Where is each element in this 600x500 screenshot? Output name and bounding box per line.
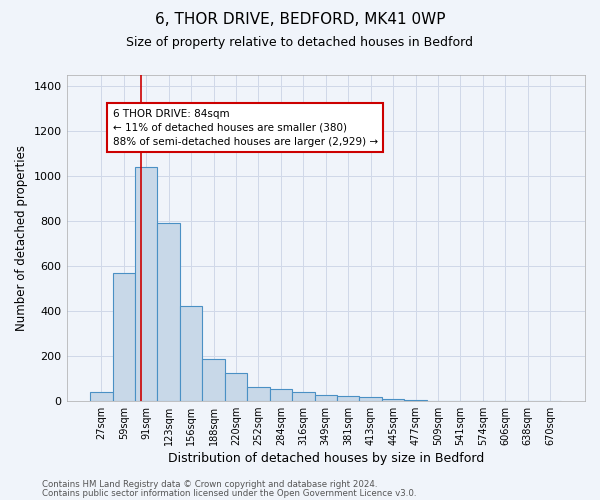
Text: Contains HM Land Registry data © Crown copyright and database right 2024.: Contains HM Land Registry data © Crown c… (42, 480, 377, 489)
Bar (382, 399, 404, 400)
Text: 6, THOR DRIVE, BEDFORD, MK41 0WP: 6, THOR DRIVE, BEDFORD, MK41 0WP (155, 12, 445, 28)
Bar (135, 167, 157, 400)
Bar (90, 392, 113, 400)
X-axis label: Distribution of detached houses by size in Bedford: Distribution of detached houses by size … (167, 452, 484, 465)
Bar (269, 390, 292, 400)
Text: 6 THOR DRIVE: 84sqm
← 11% of detached houses are smaller (380)
88% of semi-detac: 6 THOR DRIVE: 84sqm ← 11% of detached ho… (113, 108, 377, 146)
Y-axis label: Number of detached properties: Number of detached properties (15, 145, 28, 331)
Bar (314, 395, 337, 400)
Bar (359, 396, 382, 400)
Bar (225, 372, 247, 400)
Bar (113, 272, 135, 400)
Bar (157, 223, 180, 400)
Bar (337, 396, 359, 400)
Bar (180, 306, 202, 400)
Bar (292, 392, 314, 400)
Bar (202, 359, 225, 401)
Text: Size of property relative to detached houses in Bedford: Size of property relative to detached ho… (127, 36, 473, 49)
Bar (247, 387, 269, 400)
Text: Contains public sector information licensed under the Open Government Licence v3: Contains public sector information licen… (42, 488, 416, 498)
